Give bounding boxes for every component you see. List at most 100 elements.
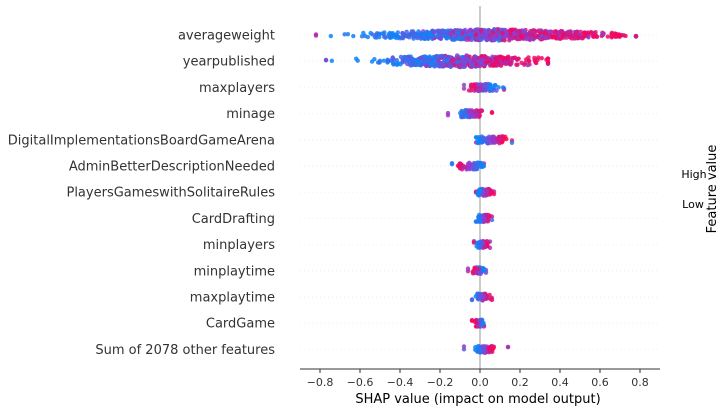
shap-point (499, 61, 504, 66)
shap-point (485, 192, 490, 197)
shap-point (479, 87, 485, 92)
shap-point (485, 141, 491, 146)
shap-point (533, 59, 538, 65)
shap-point (526, 58, 532, 64)
shap-point (472, 108, 478, 114)
shap-point (351, 33, 356, 39)
shap-point (466, 88, 472, 93)
shap-point (489, 217, 495, 223)
shap-point (465, 266, 471, 271)
shap-point (488, 296, 493, 302)
shap-point (530, 32, 535, 37)
shap-point (473, 294, 478, 299)
shap-point (374, 35, 379, 40)
shap-point (509, 56, 514, 61)
shap-point (470, 113, 476, 118)
shap-point (445, 110, 451, 116)
shap-point (419, 62, 425, 67)
shap-point (492, 82, 498, 88)
shap-point (482, 27, 487, 33)
shap-point (438, 36, 443, 41)
feature-label: minplaytime (194, 264, 275, 279)
shap-point (389, 58, 395, 64)
shap-point (495, 139, 501, 145)
shap-point (459, 29, 464, 34)
shap-point (454, 28, 459, 33)
x-tick-label: 0.6 (591, 376, 609, 389)
shap-point (499, 55, 504, 60)
shap-point (582, 30, 587, 35)
shap-point (551, 29, 556, 35)
shap-point (430, 33, 435, 38)
shap-point (466, 35, 471, 40)
shap-point (479, 108, 484, 113)
shap-point (623, 33, 628, 39)
shap-point (417, 55, 423, 61)
shap-point (447, 31, 453, 36)
shap-point (491, 134, 496, 139)
shap-point (328, 33, 334, 39)
shap-point (513, 35, 518, 40)
shap-point (424, 63, 429, 68)
shap-point (471, 54, 477, 60)
shap-point (559, 29, 564, 34)
shap-point (488, 344, 494, 349)
shap-point (475, 192, 481, 198)
shap-point (402, 54, 407, 60)
shap-point (593, 29, 598, 35)
shap-point (483, 34, 488, 39)
shap-point (473, 345, 478, 350)
shap-point (509, 140, 515, 145)
shap-point (514, 62, 519, 67)
shap-point (505, 344, 511, 350)
shap-point (433, 63, 438, 68)
shap-point (543, 36, 548, 41)
shap-point (526, 55, 531, 60)
shap-point (591, 34, 596, 39)
x-tick-label: −0.6 (347, 376, 374, 389)
x-tick-label: 0.8 (631, 376, 649, 389)
shap-point (612, 31, 618, 36)
shap-point (484, 219, 489, 224)
shap-point (499, 140, 505, 145)
shap-point (512, 55, 518, 60)
shap-point (491, 35, 497, 41)
shap-point (395, 30, 401, 35)
shap-point (467, 114, 472, 119)
shap-point (421, 32, 426, 38)
shap-point (391, 62, 396, 67)
feature-label: CardDrafting (192, 212, 275, 227)
shap-point (461, 82, 467, 88)
shap-point (496, 38, 502, 43)
shap-point (569, 33, 574, 39)
shap-point (525, 62, 530, 68)
shap-point (573, 36, 579, 41)
shap-point (488, 347, 493, 353)
shap-point (482, 244, 488, 250)
shap-point (461, 86, 467, 91)
shap-point (438, 61, 443, 66)
colorbar-low-label: Low (682, 198, 704, 211)
shap-point (544, 57, 549, 62)
shap-point (461, 164, 467, 170)
shap-point (585, 30, 590, 35)
colorbar-high-label: High (681, 168, 706, 181)
shap-point (482, 294, 487, 299)
shap-point (444, 58, 449, 63)
shap-point (451, 62, 457, 68)
x-axis-ticks: −0.8 −0.6 −0.4 −0.2 0.0 0.2 0.4 0.6 0.8 (307, 369, 649, 389)
shap-point (503, 59, 509, 65)
colorbar: High Low Feature value (681, 145, 720, 234)
shap-point (418, 36, 424, 41)
shap-point (500, 85, 506, 90)
shap-point (567, 29, 572, 35)
shap-point (524, 35, 529, 40)
shap-point (487, 34, 492, 39)
x-tick-label: −0.2 (427, 376, 454, 389)
shap-point (379, 31, 385, 36)
shap-point (456, 36, 462, 41)
shap-point (456, 56, 461, 61)
shap-point (436, 28, 441, 33)
shap-point (490, 88, 495, 93)
shap-point (539, 55, 544, 61)
